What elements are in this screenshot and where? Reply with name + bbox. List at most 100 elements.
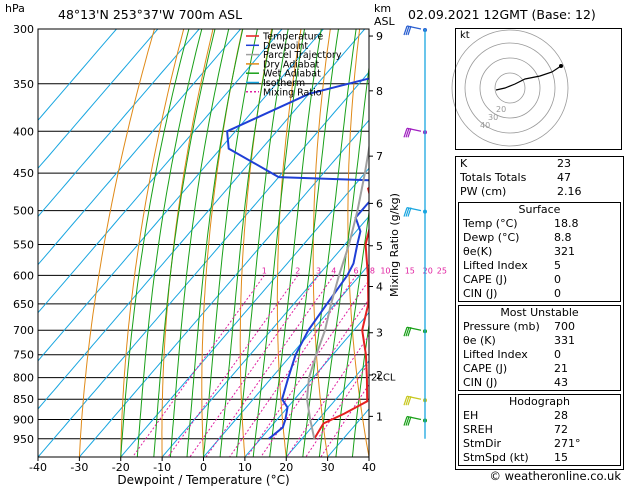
- wet-adiabat-line: [269, 29, 322, 457]
- mixing-ratio-line: [305, 361, 369, 457]
- hodograph-ring: [451, 29, 569, 147]
- wind-barb-flag: [405, 396, 410, 406]
- surface-value: 18.8: [554, 217, 579, 230]
- pressure-tick-label: 750: [13, 349, 34, 362]
- dry-adiabat-line: [78, 29, 155, 457]
- x-tick-label: 40: [362, 461, 376, 474]
- surface-row: CAPE (J) 0: [459, 273, 620, 287]
- wind-barb-flag: [405, 327, 410, 337]
- hodograph-value: 72: [554, 423, 568, 436]
- hodograph-section: Hodograph EH 28 SREH 72 StmDir 271° StmSpd (kt…: [458, 394, 621, 466]
- x-tick-label: -30: [70, 461, 88, 474]
- wind-barb-flag: [403, 416, 408, 426]
- hodograph-ring-label: 40: [480, 121, 490, 130]
- hodograph-ring: [479, 57, 541, 119]
- index-label: Totals Totals: [460, 171, 527, 184]
- surface-label: CIN (J): [463, 287, 498, 300]
- isotherm-line: [38, 29, 241, 266]
- wet-adiabat-line: [285, 29, 339, 457]
- hodograph-panel: kt: [455, 28, 622, 150]
- km-label: km: [374, 2, 392, 15]
- surface-row: Lifted Index 5: [459, 259, 620, 273]
- hodograph-label: SREH: [463, 423, 493, 436]
- index-row: PW (cm) 2.16: [456, 185, 623, 199]
- wet-adiabat-line: [236, 29, 289, 457]
- indices-table: K 23 Totals Totals 47 PW (cm) 2.16 Surface Te…: [455, 156, 624, 470]
- surface-row: Temp (°C) 18.8: [459, 217, 620, 231]
- dry-adiabat-line: [347, 29, 369, 457]
- isotherm-line: [38, 29, 200, 218]
- datetime-title: 02.09.2021 12GMT (Base: 12): [408, 7, 596, 22]
- lcl-label: 2LCL: [371, 372, 396, 383]
- asl-label: ASL: [374, 15, 395, 28]
- most-unstable-row: CAPE (J) 21: [459, 362, 620, 376]
- isotherm-line: [161, 215, 369, 457]
- hodograph-ring-label: 20: [496, 105, 506, 114]
- hodograph-label: EH: [463, 409, 479, 422]
- most-unstable-value: 700: [554, 320, 575, 333]
- mixing-ratio-line: [260, 298, 369, 457]
- wind-barb-flag: [405, 207, 410, 217]
- km-tick-label: 9: [376, 30, 383, 43]
- hodograph-row: StmDir 271°: [459, 437, 620, 451]
- legend-entry: Dry Adiabat: [263, 59, 320, 70]
- mixing-ratio-label: 10: [380, 266, 390, 275]
- isotherm-line: [327, 408, 369, 457]
- km-tick-label: 3: [376, 327, 383, 340]
- mixing-ratio-axis-label: Mixing Ratio (g/kg): [388, 193, 401, 297]
- dry-adiabat-line: [624, 29, 629, 457]
- hodograph-label: StmDir: [463, 437, 502, 450]
- pressure-tick-label: 450: [13, 167, 34, 180]
- surface-value: 0: [554, 287, 561, 300]
- index-label: PW (cm): [460, 185, 507, 198]
- legend-entry: Parcel Trajectory: [263, 50, 342, 61]
- km-tick-label: 2: [376, 369, 383, 382]
- most-unstable-section: Most Unstable Pressure (mb) 700 θe (K) 331 L…: [458, 305, 621, 391]
- mixing-ratio-label: 25: [437, 266, 447, 275]
- wind-barb-flag: [407, 207, 412, 217]
- index-row: K 23: [456, 157, 623, 171]
- mixing-ratio-label: 20: [423, 266, 433, 275]
- mixing-ratio-line: [132, 275, 265, 457]
- surface-section: Surface Temp (°C) 18.8 Dewp (°C) 8.8 θe(K) 32…: [458, 202, 621, 302]
- index-row: Totals Totals 47: [456, 171, 623, 185]
- hodograph-row: SREH 72: [459, 423, 620, 437]
- most-unstable-value: 0: [554, 348, 561, 361]
- pressure-tick-label: 400: [13, 125, 34, 138]
- isotherm-line: [38, 29, 159, 170]
- dry-adiabat-line: [276, 29, 302, 457]
- dry-adiabat-line: [161, 29, 214, 457]
- wind-barb-flag: [403, 207, 408, 217]
- surface-value: 8.8: [554, 231, 572, 244]
- wet-adiabat-line: [120, 29, 190, 457]
- x-tick-label: 20: [279, 461, 293, 474]
- pressure-tick-label: 600: [13, 269, 34, 282]
- pressure-tick-label: 700: [13, 324, 34, 337]
- surface-row: Dewp (°C) 8.8: [459, 231, 620, 245]
- wind-barb-flag: [405, 416, 410, 426]
- surface-title: Surface: [518, 203, 561, 216]
- wind-barb-flag: [407, 416, 412, 426]
- pressure-tick-label: 950: [13, 433, 34, 446]
- x-axis-label: Dewpoint / Temperature (°C): [117, 473, 289, 486]
- index-label: K: [460, 157, 468, 170]
- mixing-ratio-label: 8: [370, 266, 375, 275]
- hodograph-ring: [494, 72, 526, 104]
- mixing-ratio-line: [205, 275, 335, 457]
- x-tick-label: 30: [321, 461, 335, 474]
- isotherm-line: [38, 29, 283, 314]
- km-tick-label: 8: [376, 85, 383, 98]
- dry-adiabat-line: [414, 29, 452, 457]
- most-unstable-row: Pressure (mb) 700: [459, 320, 620, 334]
- km-tick-label: 5: [376, 240, 383, 253]
- hodograph-row: EH 28: [459, 409, 620, 423]
- wet-adiabat-line: [169, 29, 230, 457]
- surface-label: Lifted Index: [463, 259, 528, 272]
- pressure-tick-label: 350: [13, 78, 34, 91]
- km-tick-label: 1: [376, 410, 383, 423]
- mixing-ratio-line: [189, 275, 319, 457]
- mixing-ratio-line: [167, 275, 299, 457]
- mixing-ratio-label: 1: [262, 266, 267, 275]
- wind-barb-flag: [407, 25, 412, 36]
